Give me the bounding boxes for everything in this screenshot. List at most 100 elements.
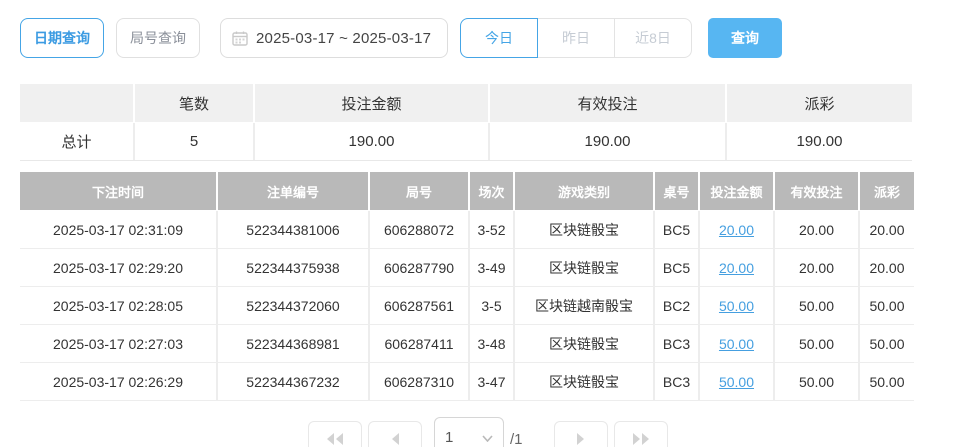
summary-header-bet-amount: 投注金额 [255,84,488,122]
col-payout: 派彩 [860,172,914,210]
game-type: 区块链骰宝 [515,325,653,362]
page-total: /1 [510,431,523,447]
summary-header-valid-bet: 有效投注 [490,84,725,122]
order-id: 522344372060 [218,287,368,324]
payout: 50.00 [860,287,914,324]
summary-header-payout: 派彩 [727,84,912,122]
col-session: 场次 [470,172,513,210]
bet-amount-cell: 20.00 [700,249,773,286]
last-page-button[interactable] [614,421,668,447]
query-toolbar: 日期查询 局号查询 2025-03-17 ~ 2025-03-17 今日 昨日 … [20,18,782,58]
bet-time: 2025-03-17 02:28:05 [20,287,216,324]
round-id: 606288072 [370,211,468,248]
session: 3-48 [470,325,513,362]
summary-header-row: 笔数 投注金额 有效投注 派彩 [20,84,912,122]
order-id: 522344368981 [218,325,368,362]
page-select[interactable]: 1 [434,417,504,447]
next-page-icon [576,433,586,445]
col-order-id: 注单编号 [218,172,368,210]
bet-amount-cell: 50.00 [700,363,773,400]
bet-amount-link[interactable]: 20.00 [718,259,755,276]
table-no: BC5 [655,211,698,248]
payout: 20.00 [860,249,914,286]
session: 3-49 [470,249,513,286]
next-page-button[interactable] [554,421,608,447]
col-game-type: 游戏类别 [515,172,653,210]
col-bet-amount: 投注金额 [700,172,773,210]
col-round-id: 局号 [370,172,468,210]
round-id: 606287790 [370,249,468,286]
bet-amount-link[interactable]: 20.00 [718,221,755,238]
game-type: 区块链骰宝 [515,211,653,248]
summary-header-empty [20,84,133,122]
game-type: 区块链骰宝 [515,363,653,400]
page-select-value: 1 [445,428,454,446]
valid-bet: 50.00 [775,287,858,324]
valid-bet: 20.00 [775,249,858,286]
bet-amount-link[interactable]: 50.00 [718,373,755,390]
payout: 50.00 [860,363,914,400]
col-bet-time: 下注时间 [20,172,216,210]
quick-range-group: 今日 昨日 近8日 [460,18,692,58]
session: 3-5 [470,287,513,324]
chevron-down-icon [482,429,493,446]
first-page-button[interactable] [308,421,362,447]
game-type: 区块链越南骰宝 [515,287,653,324]
valid-bet: 20.00 [775,211,858,248]
bet-amount-cell: 20.00 [700,211,773,248]
order-id: 522344367232 [218,363,368,400]
summary-total-label: 总计 [20,123,133,160]
summary-table: 笔数 投注金额 有效投注 派彩 总计 5 190.00 190.00 190.0… [20,84,912,161]
bet-amount-link[interactable]: 50.00 [718,297,755,314]
round-id: 606287310 [370,363,468,400]
pagination: 1 /1 [308,417,668,447]
summary-header-count: 笔数 [135,84,253,122]
valid-bet: 50.00 [775,363,858,400]
order-id: 522344375938 [218,249,368,286]
session: 3-52 [470,211,513,248]
table-no: BC3 [655,325,698,362]
table-no: BC3 [655,363,698,400]
table-no: BC5 [655,249,698,286]
records-table: 下注时间 注单编号 局号 场次 游戏类别 桌号 投注金额 有效投注 派彩 202… [20,172,914,401]
payout: 20.00 [860,211,914,248]
records-header-row: 下注时间 注单编号 局号 场次 游戏类别 桌号 投注金额 有效投注 派彩 [20,172,914,210]
date-query-tab[interactable]: 日期查询 [20,18,104,58]
bet-time: 2025-03-17 02:31:09 [20,211,216,248]
last-page-icon [632,433,650,445]
game-type: 区块链骰宝 [515,249,653,286]
prev-page-button[interactable] [368,421,422,447]
payout: 50.00 [860,325,914,362]
round-query-tab[interactable]: 局号查询 [116,18,200,58]
last-8-days-button[interactable]: 近8日 [614,18,692,58]
yesterday-button[interactable]: 昨日 [537,18,615,58]
session: 3-47 [470,363,513,400]
table-no: BC2 [655,287,698,324]
round-id: 606287411 [370,325,468,362]
date-range-input[interactable]: 2025-03-17 ~ 2025-03-17 [220,18,448,58]
order-id: 522344381006 [218,211,368,248]
bet-time: 2025-03-17 02:29:20 [20,249,216,286]
bet-amount-cell: 50.00 [700,325,773,362]
bet-amount-cell: 50.00 [700,287,773,324]
calendar-icon [232,30,248,46]
today-button[interactable]: 今日 [460,18,538,58]
bet-time: 2025-03-17 02:26:29 [20,363,216,400]
records-body: 2025-03-17 02:31:09 522344381006 6062880… [20,211,914,401]
search-button[interactable]: 查询 [708,18,782,58]
valid-bet: 50.00 [775,325,858,362]
bet-amount-link[interactable]: 50.00 [718,335,755,352]
summary-total-bet-amount: 190.00 [255,123,488,160]
first-page-icon [326,433,344,445]
round-id: 606287561 [370,287,468,324]
bet-time: 2025-03-17 02:27:03 [20,325,216,362]
col-table-no: 桌号 [655,172,698,210]
col-valid-bet: 有效投注 [775,172,858,210]
summary-total-row: 总计 5 190.00 190.00 190.00 [20,123,912,161]
summary-total-count: 5 [135,123,253,160]
date-range-value: 2025-03-17 ~ 2025-03-17 [256,29,432,47]
prev-page-icon [390,433,400,445]
summary-total-payout: 190.00 [727,123,912,160]
summary-total-valid-bet: 190.00 [490,123,725,160]
